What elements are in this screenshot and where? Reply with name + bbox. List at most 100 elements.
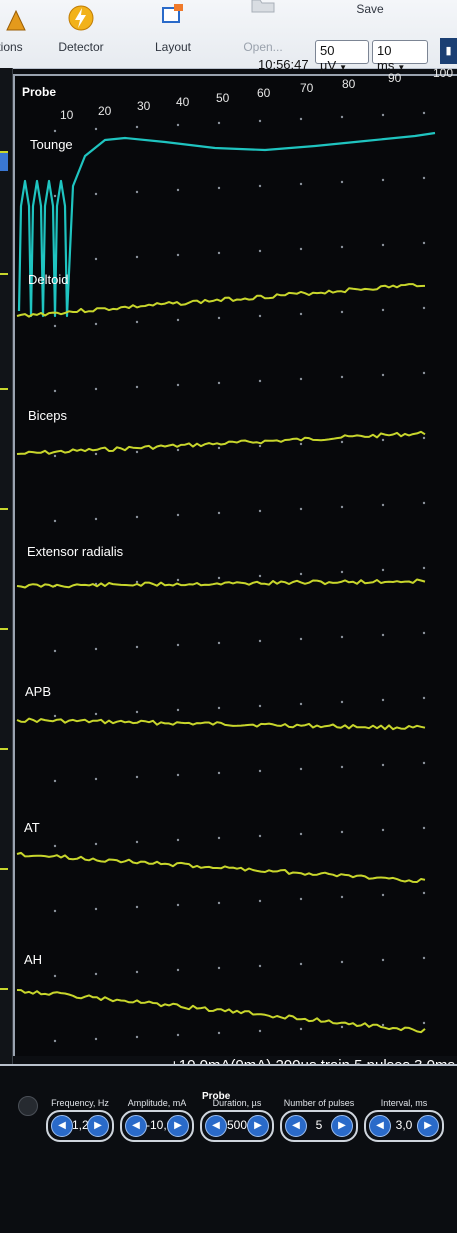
grid-dot: [340, 245, 344, 249]
x-tick: 50: [216, 91, 230, 105]
grid-dot: [258, 899, 262, 903]
grid-dot: [299, 377, 303, 381]
decrease-pulses-button[interactable]: ◀: [285, 1115, 307, 1137]
increase-frequency-button[interactable]: ▶: [87, 1115, 109, 1137]
folder-icon: [251, 0, 275, 13]
decrease-interval-button[interactable]: ◀: [369, 1115, 391, 1137]
grid-dot: [94, 452, 98, 456]
grid-dot: [53, 974, 57, 978]
options-icon: [6, 10, 26, 31]
grid-dot: [94, 192, 98, 196]
timebase-select[interactable]: 10 ms ▼: [372, 40, 428, 73]
grid-dot: [422, 371, 426, 375]
pulses-value[interactable]: 5: [315, 1118, 323, 1132]
amplitude-value[interactable]: -10,00: [146, 1118, 181, 1132]
open-button[interactable]: Open...: [232, 0, 294, 66]
toolbar: tions Detector Layout Open... Save 10:56…: [0, 0, 457, 73]
grid-dot: [135, 970, 139, 974]
channel-label-ah: AH: [24, 952, 43, 967]
grid-dot: [176, 383, 180, 387]
grid-dot: [217, 901, 221, 905]
options-button[interactable]: tions: [0, 0, 30, 66]
strip-marker: [0, 508, 8, 510]
grid-dot: [422, 566, 426, 570]
grid-dot: [217, 381, 221, 385]
interval-value[interactable]: 3,0: [395, 1118, 413, 1132]
grid-dot: [340, 1025, 344, 1029]
stimulator-controls: Probe Frequency, Hz ◀ 1,25 ▶ Amplitude, …: [0, 1064, 457, 1233]
x-tick: 10: [60, 108, 74, 122]
grid-dot: [258, 509, 262, 513]
grid-dot: [94, 517, 98, 521]
emg-plot-panel: [13, 74, 457, 1056]
grid-dot: [258, 574, 262, 578]
grid-dot: [340, 505, 344, 509]
grid-dot: [299, 507, 303, 511]
grid-dot: [299, 572, 303, 576]
trace-apb: [16, 717, 426, 731]
grid-dot: [94, 777, 98, 781]
grid-dot: [340, 895, 344, 899]
grid-dot: [299, 1027, 303, 1031]
grid-dot: [381, 698, 385, 702]
grid-dot: [135, 450, 139, 454]
grid-dot: [381, 958, 385, 962]
interval-control: ◀ 3,0 ▶: [364, 1110, 444, 1142]
grid-dot: [176, 318, 180, 322]
grid-dot: [340, 310, 344, 314]
x-tick: 40: [176, 95, 190, 109]
frequency-value[interactable]: 1,25: [72, 1118, 96, 1132]
grid-dot: [94, 127, 98, 131]
grid-dot: [340, 830, 344, 834]
grid-dot: [135, 190, 139, 194]
left-channel-strip: [0, 68, 13, 1231]
grid-dot: [258, 379, 262, 383]
channel-label-biceps: Biceps: [28, 408, 68, 423]
strip-marker: [0, 988, 8, 990]
channel-selector-icon[interactable]: [0, 153, 8, 171]
grid-dot: [135, 320, 139, 324]
grid-dot: [258, 184, 262, 188]
grid-dot: [176, 188, 180, 192]
grid-dot: [94, 257, 98, 261]
decrease-amplitude-button[interactable]: ◀: [125, 1115, 147, 1137]
grid-dot: [258, 249, 262, 253]
grid-dot: [381, 308, 385, 312]
increase-interval-button[interactable]: ▶: [417, 1115, 439, 1137]
grid-dot: [422, 241, 426, 245]
increase-amplitude-button[interactable]: ▶: [167, 1115, 189, 1137]
grid-dot: [176, 1033, 180, 1037]
grid-dot: [381, 568, 385, 572]
duration-value[interactable]: 500: [226, 1118, 248, 1132]
grid-dot: [217, 836, 221, 840]
decrease-frequency-button[interactable]: ◀: [51, 1115, 73, 1137]
grid-dot: [176, 838, 180, 842]
grid-dot: [422, 891, 426, 895]
gain-select[interactable]: 50 µV ▼: [315, 40, 369, 73]
layout-button[interactable]: Layout: [143, 0, 203, 66]
decrease-duration-button[interactable]: ◀: [205, 1115, 227, 1137]
grid-dot: [299, 247, 303, 251]
grid-dot: [422, 761, 426, 765]
detector-button[interactable]: Detector: [52, 0, 110, 66]
grid-dot: [340, 115, 344, 119]
grid-dot: [176, 773, 180, 777]
panel-toggle-icon[interactable]: ▮: [440, 38, 457, 64]
increase-duration-button[interactable]: ▶: [247, 1115, 269, 1137]
amplitude-label: Amplitude, mA: [127, 1098, 187, 1108]
grid-dot: [422, 176, 426, 180]
grid-dot: [258, 119, 262, 123]
grid-dot: [53, 909, 57, 913]
grid-dot: [299, 897, 303, 901]
grid-dot: [340, 765, 344, 769]
increase-pulses-button[interactable]: ▶: [331, 1115, 353, 1137]
save-button[interactable]: Save: [340, 0, 400, 66]
grid-dot: [217, 511, 221, 515]
grid-dot: [299, 767, 303, 771]
strip-marker: [0, 388, 8, 390]
channel-label-extensor-radialis: Extensor radialis: [27, 544, 124, 559]
grid-dot: [176, 253, 180, 257]
x-tick: 20: [98, 104, 112, 118]
duration-stepper: Duration, µs ◀ 500 ▶: [200, 1098, 274, 1142]
grid-dot: [94, 387, 98, 391]
